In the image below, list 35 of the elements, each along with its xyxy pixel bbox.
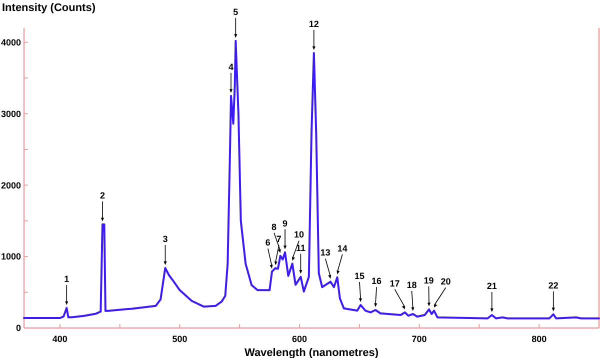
annotation: 21 [486,281,497,291]
y-axis-title: Intensity (Counts) [2,2,96,14]
x-axis-title: Wavelength (nanometres) [244,347,379,358]
annotation: 5 [233,6,238,17]
annotation: 3 [162,234,168,244]
annotation: 17 [390,278,400,288]
y-tick-label: 0 [16,323,21,334]
y-tick-label: 1000 [0,252,21,262]
x-tick-label: 400 [52,334,68,344]
annotation: 19 [424,275,434,286]
annotation: 12 [308,19,319,29]
y-tick-label: 3000 [0,108,21,119]
annotation: 2 [100,190,105,200]
x-tick-label: 700 [412,334,427,344]
annotation: 14 [337,243,348,254]
y-tick-label: 4000 [0,37,21,48]
annotation: 16 [372,276,382,286]
annotation: 1 [64,274,70,284]
annotation: 9 [282,218,288,228]
annotation: 8 [272,222,277,232]
x-tick-label: 600 [292,334,308,344]
annotation: 6 [265,238,270,248]
annotation: 15 [354,271,365,281]
annotation: 7 [276,234,282,244]
annotation: 13 [320,248,330,258]
annotation: 20 [440,276,451,287]
annotation: 22 [548,280,558,290]
annotation: 18 [406,280,417,290]
x-tick-label: 800 [532,334,547,344]
y-tick-label: 2000 [0,180,21,190]
line-series [23,40,600,320]
annotation: 4 [228,62,234,72]
annotation: 10 [294,230,304,240]
annotation: 11 [296,242,306,253]
x-tick-label: 500 [172,334,188,344]
